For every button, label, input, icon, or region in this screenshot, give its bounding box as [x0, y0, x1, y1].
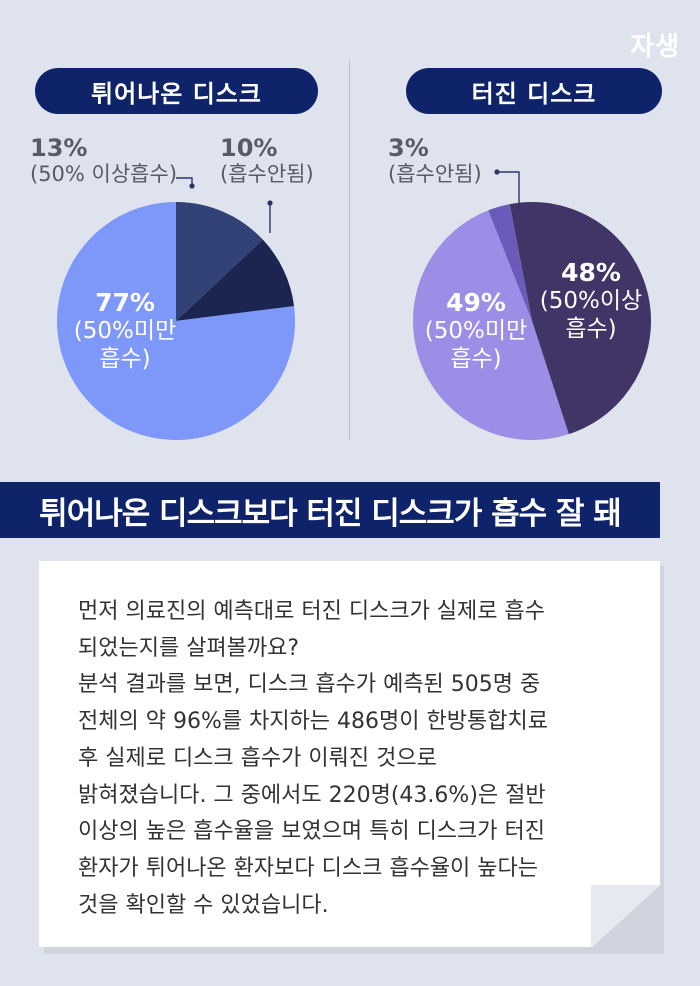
note-line: 전체의 약 96%를 차지하는 486명이 한방통합치료: [78, 709, 548, 735]
note-line: 분석 결과를 보면, 디스크 흡수가 예측된 505명 중: [78, 672, 541, 698]
logo: 자생: [630, 32, 680, 62]
leader-dot-10: [267, 200, 273, 206]
right-chart-title: 터진 디스크: [406, 68, 662, 114]
right-pie-chart: [412, 201, 652, 441]
note-line: 것을 확인할 수 있었습니다.: [78, 892, 329, 918]
right-pie-slice-49: [412, 210, 569, 441]
left-pie-slice-77: [56, 202, 295, 441]
pie-charts: [56, 169, 652, 441]
left-slice-10-label: 10% (흡수안됨): [220, 134, 314, 187]
note-line: 후 실제로 디스크 흡수가 이뤄진 것으로: [78, 745, 437, 771]
leader-dot-13: [189, 183, 195, 189]
right-slice-3-label: 3% (흡수안됨): [388, 134, 482, 187]
left-slice-13-label: 13% (50% 이상흡수): [30, 134, 178, 187]
note-line: 밝혀졌습니다. 그 중에서도 220명(43.6%)은 절반: [78, 782, 546, 808]
leader-dot-3: [494, 169, 500, 175]
left-pie-slice-10: [176, 239, 295, 321]
note-line: 되었는지를 살펴볼까요?: [78, 635, 300, 661]
note-body: 먼저 의료진의 예측대로 터진 디스크가 실제로 흡수 되었는지를 살펴볼까요?…: [78, 594, 638, 924]
note-card: [39, 561, 660, 947]
note-line: 먼저 의료진의 예측대로 터진 디스크가 실제로 흡수: [78, 599, 546, 624]
right-pie-slice-3: [488, 204, 532, 321]
leader-line-13: [176, 177, 193, 186]
note-line: 이상의 높은 흡수율을 보였으며 특히 디스크가 터진: [78, 819, 546, 845]
right-slice-48-label: 48% (50%이상 흡수): [539, 258, 643, 342]
note-line: 환자가 튀어나온 환자보다 디스크 흡수율이 높다는: [78, 855, 539, 881]
left-pie-slice-13: [176, 201, 263, 321]
left-pie-chart: [56, 201, 295, 441]
left-chart-title: 튀어나온 디스크: [35, 68, 318, 114]
divider: [349, 60, 350, 440]
right-pie-slice-48: [509, 201, 652, 435]
left-slice-77-label: 77% (50%미만 흡수): [73, 288, 177, 372]
right-slice-49-label: 49% (50%미만 흡수): [424, 288, 528, 372]
leader-line-3: [497, 171, 520, 212]
headline-banner: 튀어나온 디스크보다 터진 디스크가 흡수 잘 돼: [0, 482, 660, 538]
